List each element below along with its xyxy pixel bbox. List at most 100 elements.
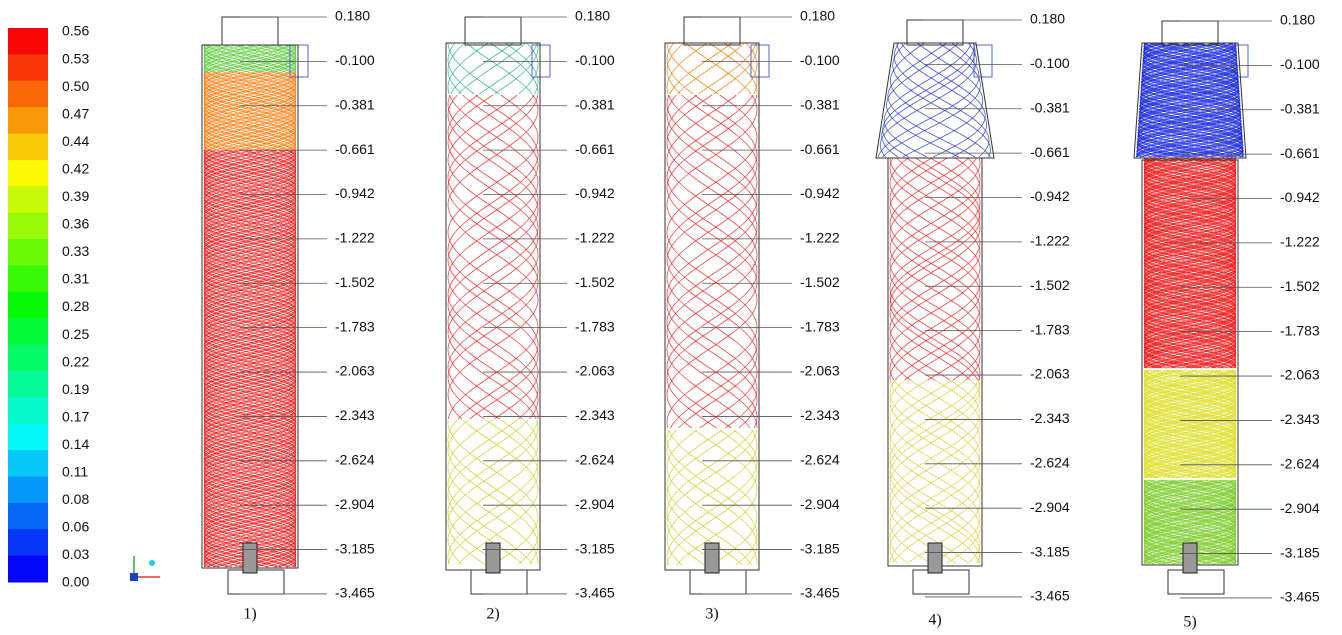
level-label: -0.942: [800, 185, 840, 201]
colorbar-swatch: [8, 318, 48, 345]
axis-icon: [130, 556, 160, 581]
level-label: -2.904: [1030, 499, 1070, 515]
level-label: -1.222: [335, 230, 375, 246]
level-label: 0.180: [335, 8, 370, 24]
colorbar-label: 0.50: [62, 78, 89, 94]
level-label: -0.661: [800, 141, 840, 157]
level-label: 0.180: [1280, 12, 1315, 28]
colorbar-swatch: [8, 503, 48, 530]
cyclone-panel: 0.180-0.100-0.381-0.661-0.942-1.222-1.50…: [1134, 12, 1320, 631]
level-label: -1.502: [335, 274, 375, 290]
trajectory: [890, 380, 980, 563]
level-label: -1.502: [1280, 278, 1320, 294]
level-label: -2.343: [335, 407, 375, 423]
level-label: -2.624: [1280, 456, 1320, 472]
vortex-finder: [1162, 21, 1218, 45]
colorbar-swatch: [8, 186, 48, 213]
level-label: -0.100: [800, 52, 840, 68]
cyclone-panel: 0.180-0.100-0.381-0.661-0.942-1.222-1.50…: [446, 8, 615, 623]
trajectory: [890, 380, 980, 563]
trajectory: [490, 43, 538, 94]
level-label: -0.661: [335, 141, 375, 157]
colorbar-label: 0.36: [62, 216, 89, 232]
level-label: -1.783: [800, 318, 840, 334]
trajectory: [890, 380, 980, 563]
colorbar-label: 0.33: [62, 243, 89, 259]
trajectory: [667, 43, 693, 94]
panel-label: 4): [928, 612, 941, 629]
trajectory: [667, 43, 707, 94]
level-label: -2.624: [335, 452, 375, 468]
trajectory: [890, 380, 980, 563]
level-label: -3.185: [335, 540, 375, 556]
level-label: -0.942: [1280, 189, 1320, 205]
core: [928, 543, 942, 573]
trajectory: [890, 43, 990, 157]
colorbar-swatch: [8, 160, 48, 187]
colorbar-swatch: [8, 239, 48, 266]
trajectory: [890, 380, 980, 563]
trajectory: [519, 43, 538, 94]
figure: 0.560.530.500.470.440.420.390.360.330.31…: [0, 0, 1342, 635]
colorbar-label: 0.14: [62, 436, 89, 452]
level-label: -3.185: [800, 540, 840, 556]
colorbar-label: 0.19: [62, 381, 89, 397]
level-label: -0.100: [335, 52, 375, 68]
trajectory: [667, 95, 757, 428]
level-label: -0.100: [575, 52, 615, 68]
core: [1183, 543, 1197, 573]
level-label: -0.381: [1280, 100, 1320, 116]
colorbar-label: 0.53: [62, 50, 89, 66]
level-label: -3.185: [1030, 543, 1070, 559]
trajectory: [890, 380, 980, 563]
level-label: -1.783: [1280, 322, 1320, 338]
vortex-finder: [465, 17, 521, 45]
level-label: -2.904: [575, 496, 615, 512]
trajectory: [890, 380, 980, 563]
outlet-box: [1168, 570, 1224, 594]
colorbar-label: 0.31: [62, 271, 89, 287]
level-label: -2.624: [575, 452, 615, 468]
colorbar-label: 0.56: [62, 23, 89, 39]
trajectory: [883, 43, 975, 157]
level-label: -3.465: [575, 585, 615, 601]
colorbar-label: 0.17: [62, 408, 89, 424]
level-label: -3.185: [1280, 544, 1320, 560]
colorbar-label: 0.08: [62, 491, 89, 507]
colorbar-swatch: [8, 424, 48, 451]
colorbar-swatch: [8, 292, 48, 319]
cyclone-panel: 0.180-0.100-0.381-0.661-0.942-1.222-1.50…: [202, 8, 375, 623]
level-label: -3.465: [1280, 589, 1320, 605]
level-label: -2.624: [800, 452, 840, 468]
colorbar-swatch: [8, 556, 48, 583]
level-label: -2.063: [1030, 366, 1070, 382]
colorbar-label: 0.06: [62, 519, 89, 535]
level-label: -0.661: [1280, 145, 1320, 161]
colorbar-swatch: [8, 371, 48, 398]
trajectory: [451, 43, 513, 94]
level-label: -1.222: [1030, 233, 1070, 249]
level-label: -3.465: [1030, 588, 1070, 604]
colorbar-swatch: [8, 265, 48, 292]
level-label: -2.063: [575, 363, 615, 379]
level-label: -0.661: [575, 141, 615, 157]
vortex-finder: [907, 20, 963, 45]
trajectory: [458, 420, 538, 564]
trajectory: [670, 43, 732, 94]
level-label: -2.063: [1280, 367, 1320, 383]
vortex-finder: [222, 17, 278, 45]
colorbar-label: 0.25: [62, 326, 89, 342]
trajectory: [890, 380, 980, 563]
colorbar-label: 0.44: [62, 133, 89, 149]
core: [705, 543, 719, 573]
level-label: -1.222: [575, 230, 615, 246]
cyclone-panel: 0.180-0.100-0.381-0.661-0.942-1.222-1.50…: [665, 8, 840, 623]
trajectory: [890, 380, 980, 563]
colorbar-swatch: [8, 345, 48, 372]
level-label: -2.904: [800, 496, 840, 512]
level-label: -0.942: [1030, 188, 1070, 204]
level-label: -2.343: [1280, 411, 1320, 427]
trajectory: [890, 380, 980, 563]
colorbar-swatch: [8, 213, 48, 240]
level-label: -3.465: [335, 585, 375, 601]
